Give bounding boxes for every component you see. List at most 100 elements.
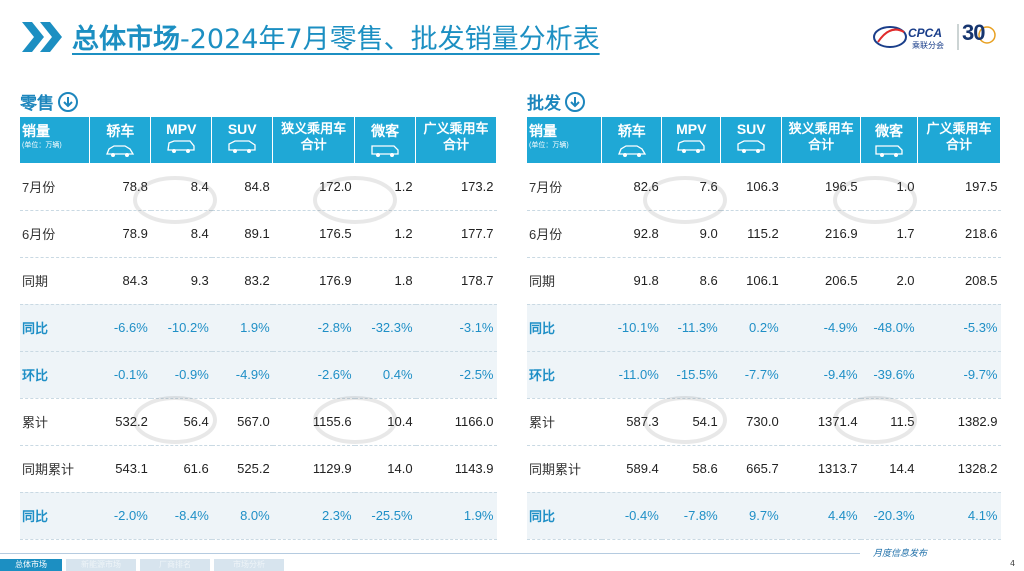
footer-tab-ranking[interactable]: 厂商排名 (140, 559, 210, 571)
arrow-down-circle-icon (58, 91, 78, 112)
table-cell: 1382.9 (917, 398, 1001, 446)
table-cell: 567.0 (211, 398, 273, 446)
table-cell: 178.7 (415, 257, 497, 305)
table-cell: -7.8% (661, 492, 721, 540)
row-label: 环比 (20, 351, 90, 399)
table-cell: -2.8% (272, 304, 355, 352)
row-label: 累计 (527, 398, 602, 446)
footer-tab-nev[interactable]: 新能源市场 (66, 559, 136, 571)
col-label: 广义乘用车 (926, 121, 992, 136)
col-label: 狭义乘用车 (788, 121, 854, 136)
logo-subtext: 乘联分会 (912, 41, 944, 50)
table-cell: 218.6 (917, 210, 1001, 258)
table-cell: 172.0 (272, 163, 355, 211)
table-row: 累计 587.3 54.1 730.0 1371.4 11.5 1382.9 (527, 398, 1001, 446)
col-label: MPV (676, 121, 707, 137)
table-cell: -25.5% (354, 492, 416, 540)
col-header-sedan: 轿车 (601, 117, 663, 163)
table-cell: 196.5 (781, 163, 861, 211)
row-label: 环比 (527, 351, 602, 399)
sedan-icon (617, 145, 646, 157)
table-row: 同期 84.3 9.3 83.2 176.9 1.8 178.7 (20, 257, 497, 305)
col-header-suv: SUV (720, 117, 783, 163)
table-cell: -10.2% (150, 304, 212, 352)
table-cell: 9.0 (661, 210, 721, 258)
cpca-logo-icon (873, 24, 996, 50)
retail-table: 销量 (单位：万辆) 轿车 MPV SUV 狭义乘用车 合计 微客 广义乘用车 合计 … (20, 117, 497, 540)
table-cell: 84.3 (89, 257, 151, 305)
col-label: 轿车 (617, 123, 646, 139)
table-cell: 1.9% (415, 492, 497, 540)
col-label: 合计 (946, 137, 973, 152)
double-chevron-icon (22, 22, 62, 52)
minibus-icon (371, 145, 399, 157)
table-cell: 589.4 (601, 445, 662, 493)
table-row: 7月份 82.6 7.6 106.3 196.5 1.0 197.5 (527, 163, 1001, 211)
table-cell: 1.2 (354, 163, 416, 211)
footer-tab-overall[interactable]: 总体市场 (0, 559, 62, 571)
table-cell: 173.2 (415, 163, 497, 211)
table-cell: 0.4% (354, 351, 416, 399)
table-cell: 8.0% (211, 492, 273, 540)
table-cell: -20.3% (860, 492, 918, 540)
row-label: 累计 (20, 398, 90, 446)
col-label: SUV (227, 121, 257, 137)
table-row: 6月份 78.9 8.4 89.1 176.5 1.2 177.7 (20, 210, 497, 258)
col-header-minibus: 微客 (354, 117, 417, 163)
col-label: MPV (166, 121, 197, 137)
col-label: 销量 (22, 123, 50, 139)
row-label: 同比 (527, 304, 602, 352)
col-label: SUV (736, 121, 766, 137)
table-cell: -9.7% (917, 351, 1001, 399)
table-cell: -2.5% (415, 351, 497, 399)
table-cell: 206.5 (781, 257, 861, 305)
row-label: 6月份 (527, 210, 602, 258)
table-cell: -8.4% (150, 492, 212, 540)
col-label: 销量 (529, 123, 557, 139)
table-cell: 1328.2 (917, 445, 1001, 493)
table-cell: 84.8 (211, 163, 273, 211)
table-cell: 58.6 (661, 445, 721, 493)
retail-label-text: 零售 (20, 94, 54, 114)
table-cell: -7.7% (720, 351, 782, 399)
table-cell: -11.3% (661, 304, 721, 352)
footer-divider (0, 553, 860, 554)
table-cell: -6.6% (89, 304, 151, 352)
table-cell: -4.9% (781, 304, 861, 352)
table-cell: 197.5 (917, 163, 1001, 211)
table-cell: 8.4 (150, 210, 212, 258)
table-cell: -0.9% (150, 351, 212, 399)
table-cell: 1.0 (860, 163, 918, 211)
table-cell: 1155.6 (272, 398, 355, 446)
table-cell: 177.7 (415, 210, 497, 258)
row-label: 同期 (527, 257, 602, 305)
table-cell: 1129.9 (272, 445, 355, 493)
table-cell: 11.5 (860, 398, 918, 446)
table-cell: -0.1% (89, 351, 151, 399)
table-cell: 1371.4 (781, 398, 861, 446)
publisher-label: 月度信息发布 (873, 549, 928, 559)
table-row: 同比 -0.4% -7.8% 9.7% 4.4% -20.3% 4.1% (527, 492, 1001, 540)
page-number: 4 (1010, 559, 1016, 568)
title-rest-part: -2024年7月零售、批发销量分析表 (180, 24, 600, 55)
table-cell: -2.0% (89, 492, 151, 540)
mpv-icon (167, 140, 195, 153)
table-cell: -32.3% (354, 304, 416, 352)
table-cell: 730.0 (720, 398, 782, 446)
table-cell: 587.3 (601, 398, 662, 446)
page-title: 总体市场-2024年7月零售、批发销量分析表 (72, 22, 600, 58)
table-cell: 216.9 (781, 210, 861, 258)
slide-header: 总体市场-2024年7月零售、批发销量分析表 CPCA 乘联分会 30 (0, 0, 1024, 80)
wholesale-section-label: 批发 (527, 89, 585, 114)
title-bold-part: 总体市场 (72, 24, 180, 55)
table-cell: 665.7 (720, 445, 782, 493)
table-cell: 1.8 (354, 257, 416, 305)
col-header-minibus: 微客 (860, 117, 919, 163)
table-cell: 78.8 (89, 163, 151, 211)
footer-tab-analysis[interactable]: 市场分析 (214, 559, 284, 571)
retail-section-label: 零售 (20, 89, 78, 114)
table-cell: 115.2 (720, 210, 782, 258)
table-cell: 14.0 (354, 445, 416, 493)
table-cell: -11.0% (601, 351, 662, 399)
table-cell: 82.6 (601, 163, 662, 211)
